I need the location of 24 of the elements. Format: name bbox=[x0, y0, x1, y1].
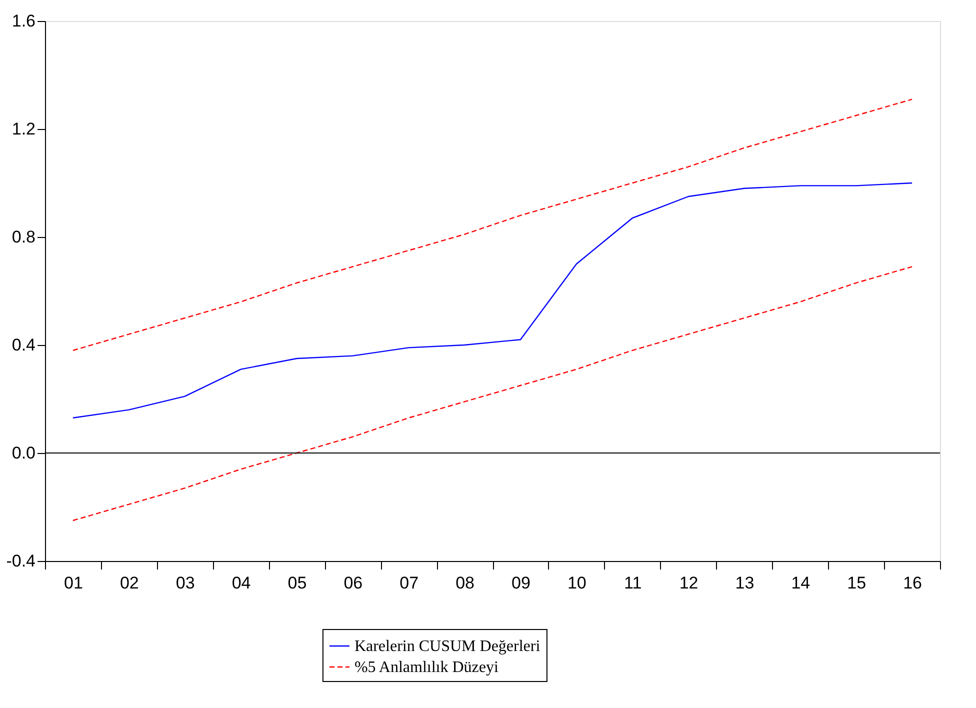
x-tick-label: 02 bbox=[120, 574, 139, 592]
y-tick-label: -0.4 bbox=[6, 552, 36, 570]
y-tick-label: 1.2 bbox=[12, 120, 36, 138]
x-tick-label: 01 bbox=[64, 574, 83, 592]
x-tick-label: 07 bbox=[400, 574, 419, 592]
y-tick-label: 1.6 bbox=[12, 12, 36, 30]
x-tick-label: 03 bbox=[176, 574, 195, 592]
x-tick-label: 05 bbox=[288, 574, 307, 592]
legend-label: Karelerin CUSUM Değerleri bbox=[354, 638, 541, 655]
x-tick-label: 11 bbox=[624, 574, 642, 592]
x-tick-label: 06 bbox=[344, 574, 363, 592]
x-tick-label: 04 bbox=[232, 574, 251, 592]
x-tick-label: 13 bbox=[735, 574, 754, 592]
x-tick-label: 08 bbox=[456, 574, 474, 592]
x-tick-label: 15 bbox=[847, 574, 866, 592]
x-tick-label: 10 bbox=[567, 574, 586, 592]
x-tick-label: 12 bbox=[679, 574, 698, 592]
x-tick-label: 16 bbox=[903, 574, 922, 592]
y-tick-label: 0.8 bbox=[12, 228, 36, 246]
x-tick-label: 09 bbox=[512, 574, 530, 592]
y-tick-label: 0.4 bbox=[12, 336, 36, 354]
legend-label: %5 Anlamlılık Düzeyi bbox=[354, 659, 499, 676]
x-tick-label: 14 bbox=[791, 574, 810, 592]
y-tick-label: 0.0 bbox=[12, 444, 36, 462]
